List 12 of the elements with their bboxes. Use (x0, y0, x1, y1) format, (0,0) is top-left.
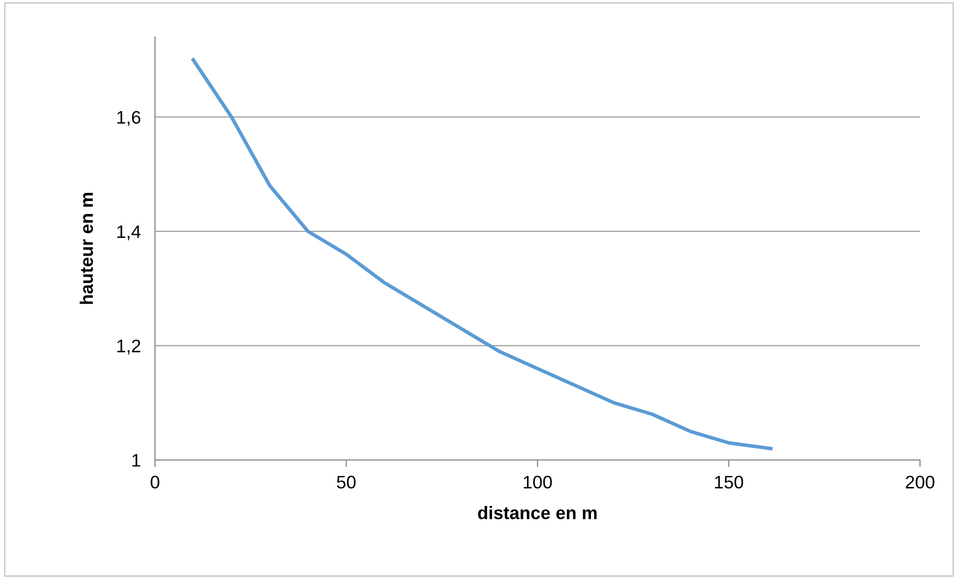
x-tick-label: 150 (715, 476, 744, 489)
y-axis-title: hauteur en m (80, 192, 93, 304)
x-tick-label: 50 (336, 476, 356, 489)
y-tick-label: 1,6 (117, 110, 140, 126)
x-tick-label: 200 (906, 476, 934, 489)
line-series (192, 58, 773, 450)
x-axis-title: distance en m (478, 506, 597, 520)
y-tick-label: 1 (132, 454, 140, 467)
x-tick-label: 0 (150, 476, 160, 489)
y-tick-label: 1,4 (117, 225, 141, 240)
x-tick-label: 100 (524, 476, 552, 489)
y-tick-label: 1,2 (117, 340, 140, 355)
